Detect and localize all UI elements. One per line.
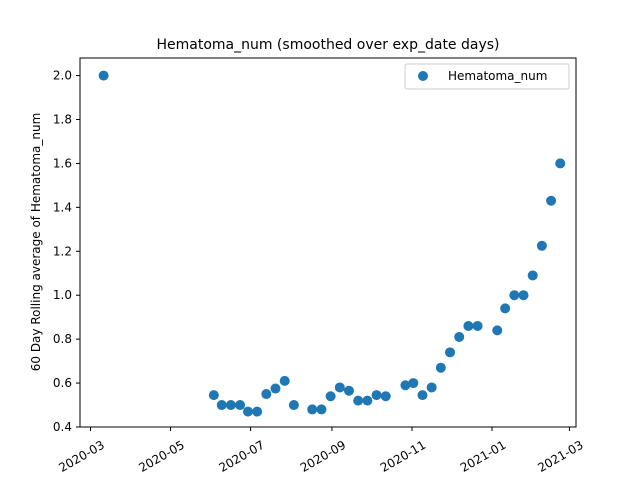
data-point bbox=[252, 406, 263, 417]
data-point bbox=[343, 385, 354, 396]
y-axis-label: 60 Day Rolling average of Hematoma_num bbox=[29, 113, 43, 372]
y-tick-label: 2.0 bbox=[53, 69, 72, 83]
data-point bbox=[500, 303, 511, 314]
chart-title: Hematoma_num (smoothed over exp_date day… bbox=[156, 37, 499, 53]
data-point bbox=[325, 391, 336, 402]
y-tick-label: 1.2 bbox=[53, 244, 72, 258]
data-point bbox=[408, 378, 419, 389]
data-point bbox=[261, 389, 272, 400]
data-point bbox=[353, 395, 364, 406]
data-point bbox=[225, 400, 236, 411]
data-point bbox=[426, 382, 437, 393]
data-point bbox=[400, 380, 411, 391]
data-point bbox=[380, 391, 391, 402]
data-point bbox=[316, 404, 327, 415]
y-tick-label: 1.4 bbox=[53, 200, 72, 214]
legend-marker bbox=[418, 71, 428, 81]
y-tick-label: 0.8 bbox=[53, 332, 72, 346]
data-point bbox=[279, 375, 290, 386]
y-tick-label: 0.4 bbox=[53, 420, 72, 434]
data-point bbox=[518, 290, 529, 301]
data-point bbox=[417, 390, 428, 401]
data-point bbox=[98, 70, 109, 81]
data-point bbox=[307, 404, 318, 415]
y-tick-label: 1.0 bbox=[53, 288, 72, 302]
data-point bbox=[492, 325, 503, 336]
plot-area-frame bbox=[79, 57, 577, 428]
y-tick-label: 1.6 bbox=[53, 156, 72, 170]
legend: Hematoma_num bbox=[404, 63, 570, 90]
data-point bbox=[435, 362, 446, 373]
data-point bbox=[555, 158, 566, 169]
data-point bbox=[463, 320, 474, 331]
data-point bbox=[216, 400, 227, 411]
data-point bbox=[454, 331, 465, 342]
data-point bbox=[208, 390, 219, 401]
data-point bbox=[509, 290, 520, 301]
data-points bbox=[98, 70, 566, 417]
y-axis-ticks: 0.4 0.6 0.8 1.0 1.2 1.4 1.6 1.8 2.0 bbox=[53, 69, 80, 434]
data-point bbox=[546, 195, 557, 206]
data-point bbox=[334, 382, 345, 393]
data-point bbox=[288, 400, 299, 411]
y-tick-label: 0.6 bbox=[53, 376, 72, 390]
data-point bbox=[472, 320, 483, 331]
data-point bbox=[536, 240, 547, 251]
legend-box bbox=[404, 63, 570, 90]
data-point bbox=[270, 383, 281, 394]
data-point bbox=[445, 347, 456, 358]
data-point bbox=[527, 270, 538, 281]
y-tick-label: 1.8 bbox=[53, 113, 72, 127]
data-point bbox=[235, 400, 246, 411]
data-point bbox=[242, 406, 253, 417]
data-point bbox=[362, 395, 373, 406]
legend-label: Hematoma_num bbox=[448, 69, 547, 83]
data-point bbox=[371, 390, 382, 401]
